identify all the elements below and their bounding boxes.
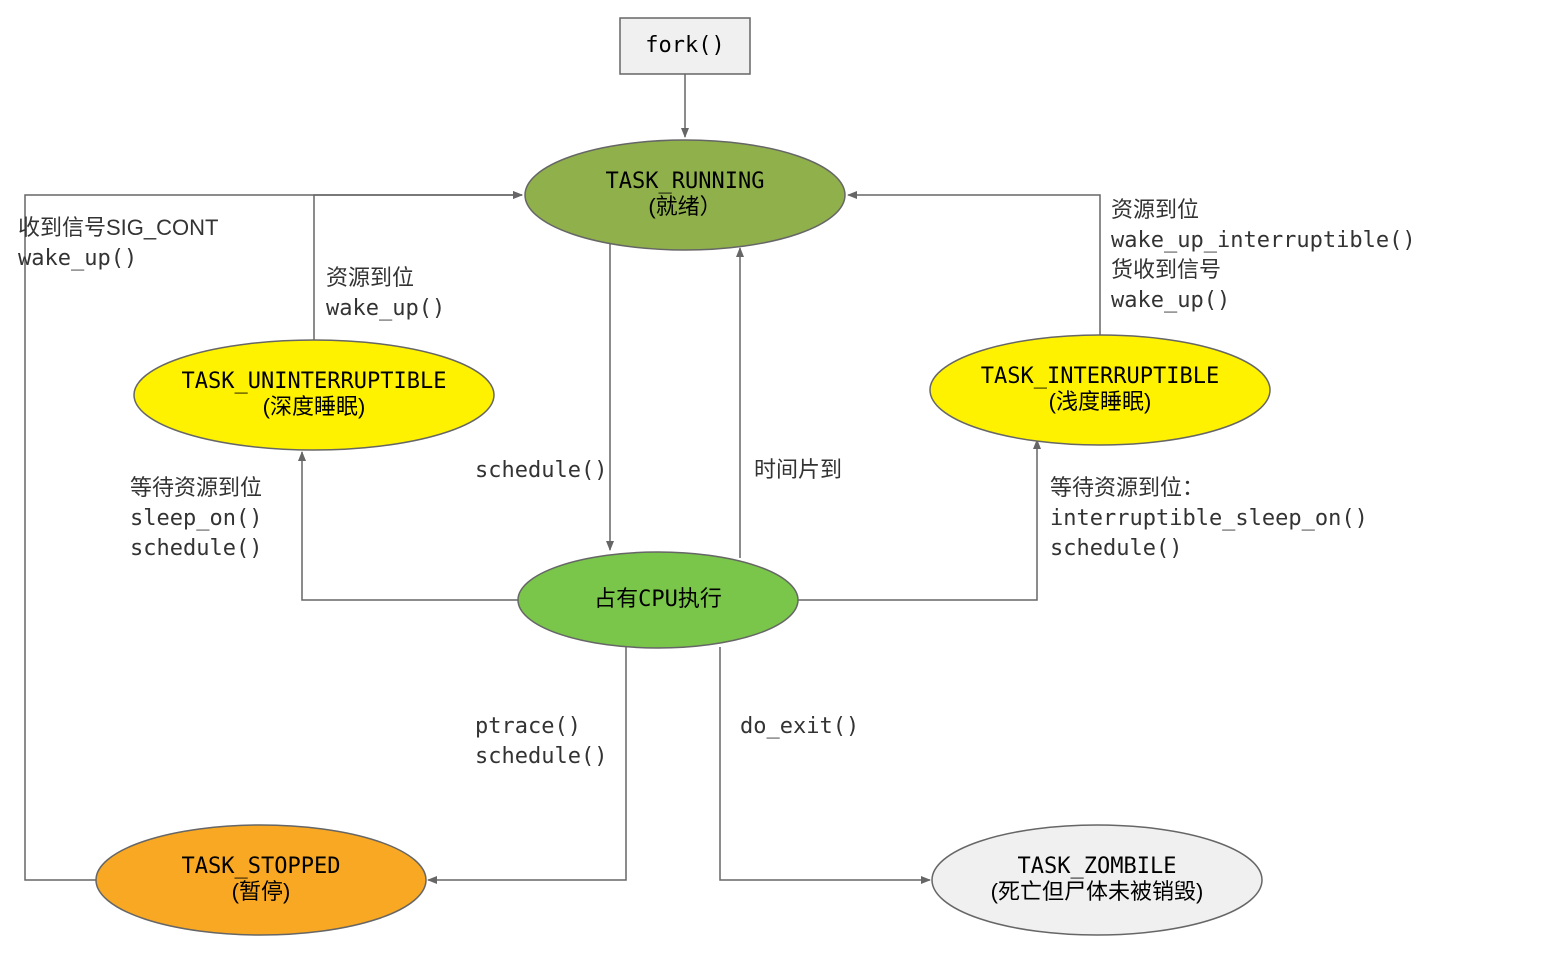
edge-label-interruptible_to_running: 货收到信号 bbox=[1111, 257, 1221, 282]
node-fork: fork() bbox=[620, 18, 750, 74]
node-cpu: 占有CPU执行 bbox=[518, 552, 798, 648]
edge-label-interruptible_to_running: wake_up_interruptible() bbox=[1111, 228, 1416, 253]
edge-cpu_to_zombie bbox=[720, 647, 930, 880]
node-interruptible: TASK_INTERRUPTIBLE(浅度睡眠) bbox=[930, 335, 1270, 445]
node-label-uninterruptible: TASK_UNINTERRUPTIBLE bbox=[182, 369, 447, 394]
node-label-running: (就绪） bbox=[648, 194, 721, 219]
edge-interruptible_to_running bbox=[848, 195, 1100, 335]
edge-label-cpu_to_stopped: schedule() bbox=[475, 744, 607, 769]
node-label-interruptible: (浅度睡眠) bbox=[1049, 389, 1152, 414]
node-label-fork: fork() bbox=[645, 33, 724, 58]
edge-stopped_to_running bbox=[25, 195, 522, 880]
node-label-stopped: (暂停) bbox=[232, 879, 291, 904]
edge-label-cpu_to_running: 时间片到 bbox=[754, 457, 842, 482]
state-diagram: fork() TASK_RUNNING(就绪） TASK_UNINTERRUPTIB… bbox=[0, 0, 1560, 974]
node-label-running: TASK_RUNNING bbox=[606, 169, 765, 194]
node-label-uninterruptible: (深度睡眠) bbox=[263, 394, 366, 419]
node-running: TASK_RUNNING(就绪） bbox=[525, 140, 845, 250]
node-label-cpu: 占有CPU执行 bbox=[594, 587, 722, 612]
edge-label-cpu_to_interruptible: schedule() bbox=[1050, 536, 1182, 561]
node-stopped: TASK_STOPPED(暂停) bbox=[96, 825, 426, 935]
edge-label-cpu_to_interruptible: 等待资源到位： bbox=[1050, 475, 1204, 500]
edge-label-cpu_to_interruptible: interruptible_sleep_on() bbox=[1050, 506, 1368, 531]
node-label-zombie: TASK_ZOMBILE bbox=[1018, 854, 1177, 879]
node-label-interruptible: TASK_INTERRUPTIBLE bbox=[981, 364, 1219, 389]
node-zombie: TASK_ZOMBILE(死亡但尸体未被销毁) bbox=[932, 825, 1262, 935]
edge-labels: schedule() 时间片到等待资源到位 sleep_on() schedule()… bbox=[18, 197, 1416, 769]
node-label-zombie: (死亡但尸体未被销毁) bbox=[991, 879, 1204, 904]
edge-label-cpu_to_zombie: do_exit() bbox=[740, 714, 859, 739]
edge-label-stopped_to_running: wake_up() bbox=[18, 246, 137, 271]
edge-label-interruptible_to_running: wake_up() bbox=[1111, 288, 1230, 313]
edge-label-cpu_to_uninterruptible: 等待资源到位 bbox=[130, 475, 262, 500]
edge-label-stopped_to_running: 收到信号SIG_CONT bbox=[18, 215, 218, 240]
edge-label-cpu_to_uninterruptible: schedule() bbox=[130, 536, 262, 561]
node-label-stopped: TASK_STOPPED bbox=[182, 854, 341, 879]
edge-label-cpu_to_stopped: ptrace() bbox=[475, 714, 581, 739]
node-uninterruptible: TASK_UNINTERRUPTIBLE(深度睡眠) bbox=[134, 340, 494, 450]
edge-label-uninterruptible_to_running: 资源到位 bbox=[326, 265, 414, 290]
edge-label-running_to_cpu: schedule() bbox=[475, 458, 607, 483]
edge-label-cpu_to_uninterruptible: sleep_on() bbox=[130, 506, 262, 531]
edge-label-uninterruptible_to_running: wake_up() bbox=[326, 296, 445, 321]
edge-label-interruptible_to_running: 资源到位 bbox=[1111, 197, 1199, 222]
